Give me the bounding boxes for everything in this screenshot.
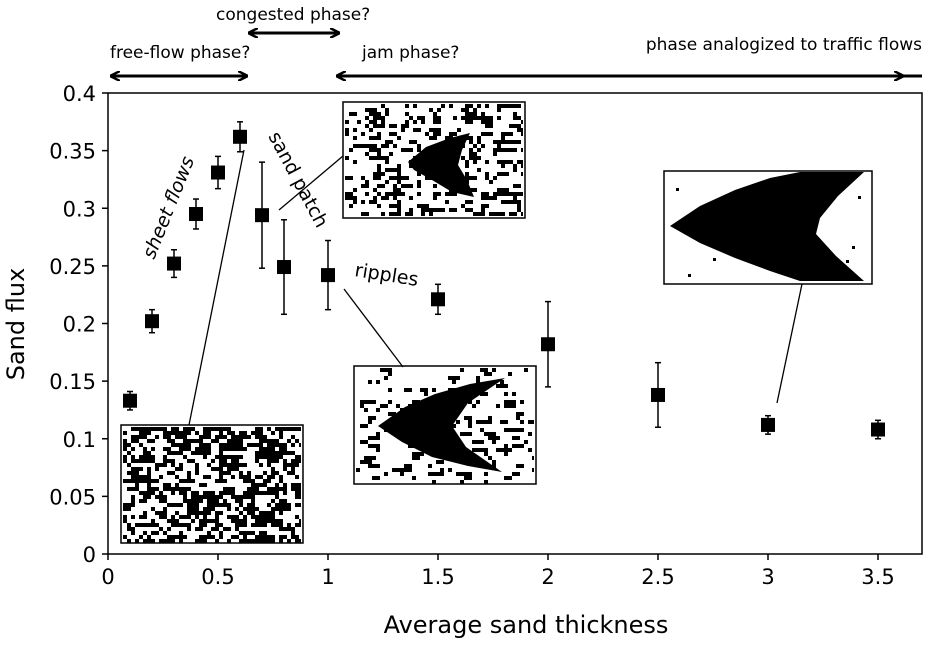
ripples-texture bbox=[356, 368, 534, 484]
square-marker bbox=[277, 260, 291, 275]
square-marker bbox=[255, 208, 269, 223]
x-tick-label: 2.5 bbox=[641, 565, 674, 589]
sand-patch-texture bbox=[345, 104, 523, 216]
congested-phase-label: congested phase? bbox=[216, 5, 370, 25]
data-point bbox=[167, 248, 181, 279]
x-axis: 0 0.5 1 1.5 2 2.5 3 3.5 bbox=[101, 554, 895, 589]
annotation-sand-patch: sand patch bbox=[264, 128, 333, 231]
free-flow-phase-label: free-flow phase? bbox=[110, 43, 250, 63]
inset-sand-patch bbox=[342, 101, 526, 219]
y-tick-label: 0.1 bbox=[63, 428, 96, 452]
x-axis-title: Average sand thickness bbox=[384, 611, 669, 639]
square-marker bbox=[145, 314, 159, 329]
data-point bbox=[321, 239, 335, 311]
barchan-dune bbox=[670, 172, 864, 281]
leader-lines bbox=[188, 149, 803, 426]
x-tick-label: 2 bbox=[541, 565, 554, 589]
square-marker bbox=[871, 422, 885, 437]
jam-phase-label: jam phase? bbox=[361, 43, 459, 63]
data-point bbox=[233, 121, 247, 153]
inset-barchan bbox=[663, 170, 873, 285]
square-marker bbox=[541, 337, 555, 352]
leader-sheet-flows bbox=[188, 149, 245, 426]
y-tick-label: 0.3 bbox=[63, 197, 96, 221]
data-point bbox=[211, 155, 225, 190]
square-marker bbox=[167, 256, 181, 271]
traffic-analogy-label: phase analogized to traffic flows bbox=[646, 35, 922, 55]
x-tick-label: 3.5 bbox=[861, 565, 894, 589]
inset-sheet-flows bbox=[120, 424, 304, 544]
data-point bbox=[189, 198, 203, 230]
sand-patch-blob bbox=[408, 133, 474, 197]
x-tick-label: 1 bbox=[321, 565, 334, 589]
square-marker bbox=[651, 387, 665, 402]
y-tick-label: 0.05 bbox=[49, 485, 96, 509]
leader-ripples bbox=[343, 288, 404, 368]
data-point bbox=[431, 283, 445, 316]
data-point bbox=[761, 414, 775, 435]
y-tick-label: 0.4 bbox=[63, 82, 96, 106]
ripple-barchan bbox=[378, 378, 505, 472]
x-tick-label: 0 bbox=[101, 565, 114, 589]
data-point bbox=[255, 161, 269, 269]
data-series bbox=[123, 121, 885, 440]
x-tick-label: 0.5 bbox=[201, 565, 234, 589]
leader-barchan bbox=[776, 283, 803, 404]
annotation-ripples: ripples bbox=[353, 259, 420, 291]
phase-arrows: free-flow phase? congested phase? jam ph… bbox=[110, 5, 922, 76]
square-marker bbox=[321, 268, 335, 283]
barchan-specks bbox=[676, 188, 861, 277]
data-point bbox=[541, 300, 555, 388]
y-tick-label: 0.35 bbox=[49, 140, 96, 164]
square-marker bbox=[761, 417, 775, 432]
square-marker bbox=[233, 129, 247, 144]
square-marker bbox=[123, 393, 137, 408]
inset-ripples bbox=[353, 365, 537, 485]
y-tick-label: 0.25 bbox=[49, 255, 96, 279]
y-tick-label: 0 bbox=[83, 543, 96, 567]
y-axis: 0 0.05 0.1 0.15 0.2 0.25 0.3 0.35 0.4 bbox=[49, 82, 108, 567]
square-marker bbox=[211, 165, 225, 180]
y-axis-title: Sand flux bbox=[2, 268, 30, 381]
y-tick-label: 0.2 bbox=[63, 313, 96, 337]
data-point bbox=[871, 419, 885, 440]
square-marker bbox=[189, 207, 203, 222]
data-point bbox=[277, 219, 291, 316]
x-tick-label: 1.5 bbox=[421, 565, 454, 589]
data-point bbox=[145, 308, 159, 334]
data-point bbox=[123, 390, 137, 411]
data-point bbox=[651, 361, 665, 428]
leader-sand-patch bbox=[278, 155, 344, 211]
x-tick-label: 3 bbox=[761, 565, 774, 589]
square-marker bbox=[431, 292, 445, 307]
sheet-flows-texture bbox=[123, 427, 301, 543]
y-tick-label: 0.15 bbox=[49, 370, 96, 394]
